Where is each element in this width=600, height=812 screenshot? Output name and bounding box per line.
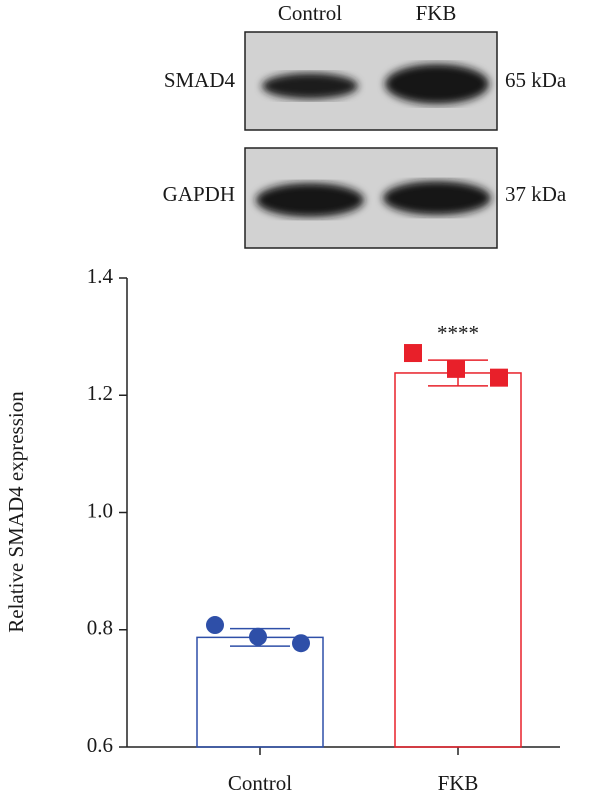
x-tick-label: Control	[228, 771, 292, 795]
x-tick-label: FKB	[438, 771, 479, 795]
blot-row-label: GAPDH	[163, 182, 235, 206]
significance-label: ****	[437, 321, 479, 345]
data-point	[206, 616, 224, 635]
y-tick-label: 1.2	[87, 381, 113, 405]
data-point	[447, 359, 465, 378]
blot-row-label: SMAD4	[164, 68, 236, 92]
blot-band	[256, 183, 364, 217]
y-tick-label: 1.4	[87, 264, 114, 288]
data-point	[292, 634, 310, 653]
y-tick-label: 1.0	[87, 498, 113, 522]
blot-size-label: 37 kDa	[505, 182, 567, 206]
data-point	[490, 368, 508, 387]
bar	[394, 372, 522, 748]
y-tick-label: 0.8	[87, 616, 113, 640]
blot-column-label: FKB	[416, 1, 457, 25]
bar	[196, 636, 324, 748]
blot-band	[262, 73, 358, 99]
data-point	[404, 344, 422, 363]
y-axis-label: Relative SMAD4 expression	[4, 391, 28, 633]
blot-band	[383, 181, 491, 215]
blot-band	[385, 64, 489, 104]
y-tick-label: 0.6	[87, 733, 113, 757]
data-point	[249, 627, 267, 646]
blot-size-label: 65 kDa	[505, 68, 567, 92]
blot-column-label: Control	[278, 1, 342, 25]
